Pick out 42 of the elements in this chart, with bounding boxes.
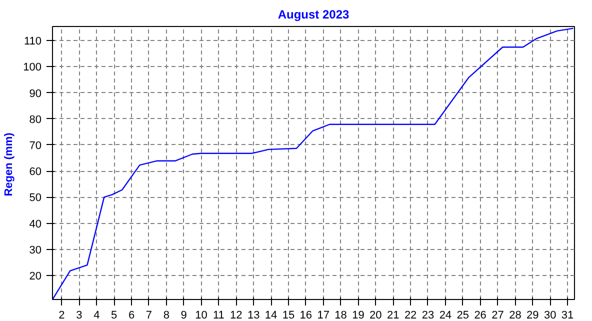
x-tick-label: 31 [561, 310, 574, 321]
y-tick-label: 60 [29, 166, 42, 178]
x-tick-label: 24 [439, 310, 452, 321]
y-tick-label: 100 [23, 62, 42, 74]
y-tick-label: 90 [29, 88, 42, 100]
x-tick-label: 9 [180, 310, 187, 321]
x-tick-label: 10 [195, 310, 208, 321]
y-tick-label: 50 [29, 192, 42, 204]
x-tick-label: 19 [352, 310, 364, 321]
x-tick-label: 6 [128, 310, 135, 321]
y-axis-title: Regen (mm) [3, 132, 16, 196]
x-tick-label: 23 [422, 310, 434, 321]
x-tick-label: 8 [163, 310, 170, 321]
x-tick-label: 27 [492, 310, 504, 321]
x-tick-label: 11 [213, 310, 224, 321]
x-tick-label: 3 [76, 310, 82, 321]
y-tick-label: 40 [29, 218, 42, 230]
x-tick-label: 25 [456, 310, 470, 321]
x-tick-label: 7 [146, 310, 152, 321]
x-tick-label: 15 [282, 310, 295, 321]
x-tick-label: 29 [526, 310, 539, 321]
x-tick-label: 13 [247, 310, 260, 321]
x-tick-label: 26 [474, 310, 486, 321]
x-tick-label: 4 [94, 310, 100, 321]
x-tick-label: 2 [58, 310, 65, 321]
x-tick-label: 5 [111, 310, 118, 321]
x-tick-label: 18 [334, 310, 347, 321]
x-tick-label: 16 [300, 310, 312, 321]
x-tick-label: 22 [404, 310, 417, 321]
x-tick-label: 28 [509, 310, 522, 321]
y-tick-label: 30 [29, 244, 42, 256]
x-tick-label: 14 [264, 310, 278, 321]
chart-title: August 2023 [278, 8, 350, 22]
y-tick-label: 110 [24, 36, 42, 48]
x-tick-label: 20 [370, 310, 382, 321]
x-tick-label: 30 [544, 310, 556, 321]
y-tick-label: 70 [29, 140, 42, 152]
x-tick-label: 17 [317, 310, 330, 321]
x-tick-label: 21 [387, 310, 400, 321]
y-tick-label: 20 [29, 270, 42, 282]
y-tick-label: 80 [29, 114, 42, 126]
x-tick-label: 12 [230, 310, 242, 321]
